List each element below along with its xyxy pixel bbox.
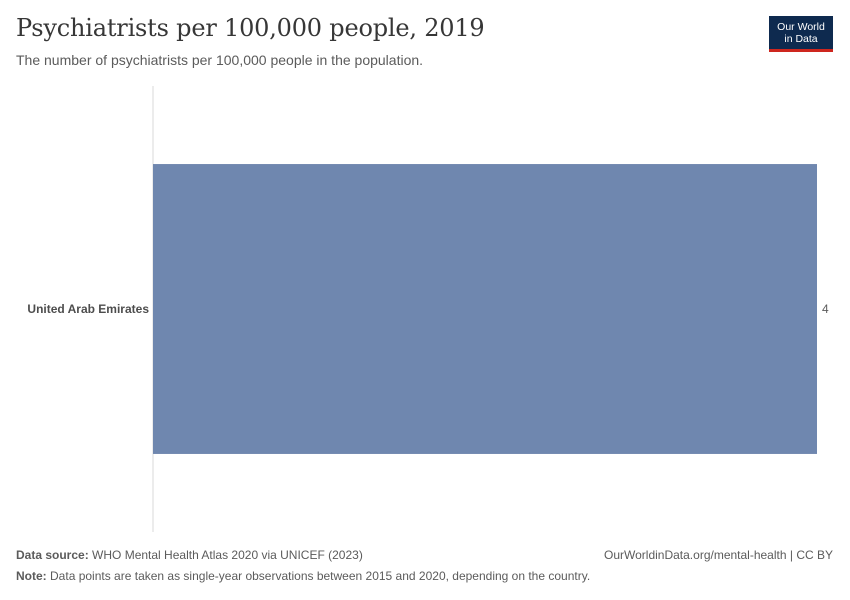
- note-text: Data points are taken as single-year obs…: [50, 569, 591, 583]
- owid-logo[interactable]: Our World in Data: [769, 16, 833, 52]
- bar-chart: United Arab Emirates 4: [27, 86, 829, 532]
- note-label: Note:: [16, 569, 47, 583]
- logo-line-2: in Data: [784, 32, 818, 45]
- source-label: Data source:: [16, 548, 89, 562]
- logo-text: Our World in Data: [777, 21, 825, 45]
- chart-title: Psychiatrists per 100,000 people, 2019: [16, 14, 485, 42]
- logo-line-1: Our World: [777, 20, 825, 33]
- category-label: United Arab Emirates: [27, 302, 149, 316]
- source-info: Data source: WHO Mental Health Atlas 202…: [16, 548, 363, 562]
- value-label: 4: [822, 302, 829, 316]
- bars-group: United Arab Emirates 4: [27, 164, 829, 454]
- footer-note-row: Note: Data points are taken as single-ye…: [16, 569, 833, 583]
- footer-source-row: Data source: WHO Mental Health Atlas 202…: [16, 548, 833, 562]
- source-text: WHO Mental Health Atlas 2020 via UNICEF …: [92, 548, 363, 562]
- chart-subtitle: The number of psychiatrists per 100,000 …: [16, 52, 424, 68]
- owid-link[interactable]: OurWorldinData.org/mental-health | CC BY: [604, 548, 833, 562]
- bar[interactable]: [153, 164, 817, 454]
